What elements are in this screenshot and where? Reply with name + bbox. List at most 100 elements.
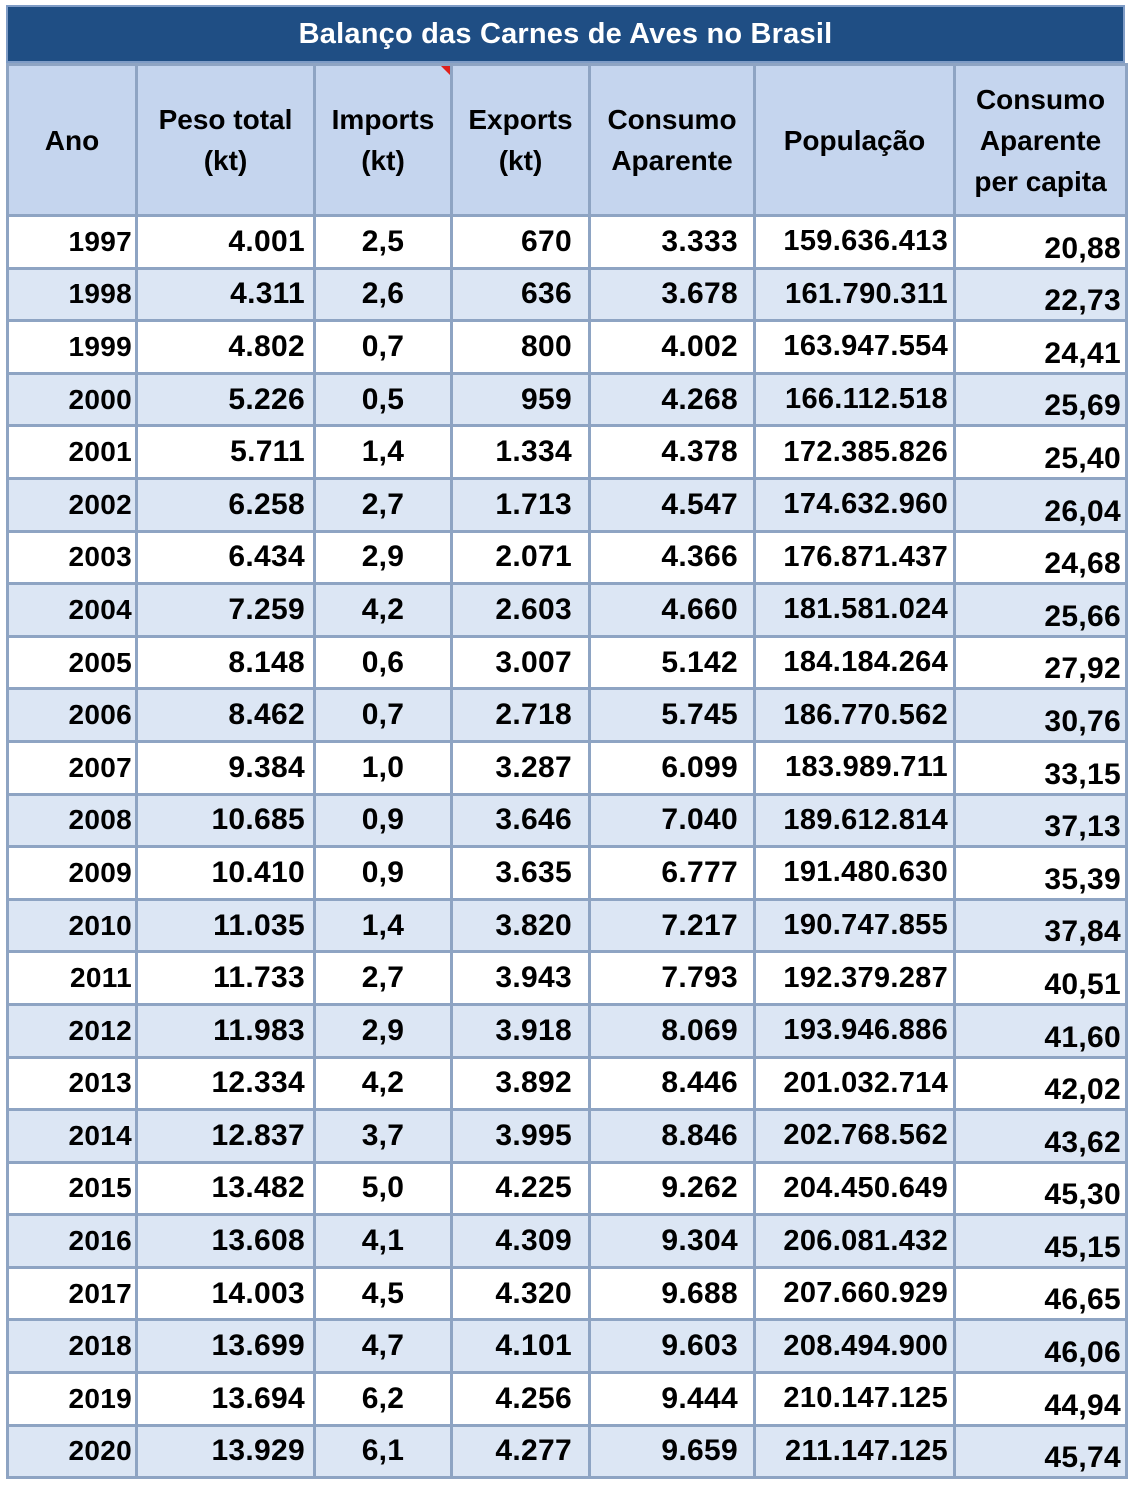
imports-cell[interactable]: 1,4 [313, 424, 453, 480]
consumo-cell[interactable]: 9.444 [588, 1371, 756, 1427]
consumo-cell[interactable]: 7.793 [588, 950, 756, 1006]
year-cell[interactable]: 2017 [6, 1265, 138, 1322]
exports-cell[interactable]: 636 [450, 266, 591, 323]
consumo-cell[interactable]: 4.268 [588, 371, 756, 428]
consumo-cell[interactable]: 6.099 [588, 739, 756, 796]
per-capita-cell[interactable]: 35,39 [953, 845, 1128, 901]
exports-cell[interactable]: 3.635 [450, 845, 591, 901]
peso-total-cell[interactable]: 13.929 [135, 1423, 316, 1480]
consumo-cell[interactable]: 5.142 [588, 634, 756, 691]
consumo-cell[interactable]: 3.333 [588, 214, 756, 270]
peso-total-cell[interactable]: 8.462 [135, 687, 316, 743]
per-capita-cell[interactable]: 22,73 [953, 266, 1128, 323]
per-capita-cell[interactable]: 24,68 [953, 529, 1128, 586]
populacao-cell[interactable]: 186.770.562 [753, 687, 956, 743]
peso-total-cell[interactable]: 10.685 [135, 792, 316, 849]
imports-cell[interactable]: 3,7 [313, 1108, 453, 1164]
exports-cell[interactable]: 3.943 [450, 950, 591, 1006]
imports-cell[interactable]: 0,9 [313, 792, 453, 849]
exports-cell[interactable]: 2.603 [450, 582, 591, 638]
populacao-cell[interactable]: 174.632.960 [753, 476, 956, 533]
populacao-cell[interactable]: 201.032.714 [753, 1055, 956, 1112]
imports-cell[interactable]: 5,0 [313, 1160, 453, 1217]
peso-total-cell[interactable]: 4.311 [135, 266, 316, 323]
year-cell[interactable]: 2010 [6, 897, 138, 954]
peso-total-cell[interactable]: 12.837 [135, 1108, 316, 1164]
per-capita-cell[interactable]: 25,69 [953, 371, 1128, 428]
peso-total-cell[interactable]: 14.003 [135, 1265, 316, 1322]
populacao-cell[interactable]: 193.946.886 [753, 1002, 956, 1059]
year-cell[interactable]: 1999 [6, 319, 138, 375]
imports-cell[interactable]: 6,1 [313, 1423, 453, 1480]
peso-total-cell[interactable]: 4.802 [135, 319, 316, 375]
consumo-cell[interactable]: 9.688 [588, 1265, 756, 1322]
exports-cell[interactable]: 800 [450, 319, 591, 375]
per-capita-cell[interactable]: 45,74 [953, 1423, 1128, 1480]
exports-cell[interactable]: 4.225 [450, 1160, 591, 1217]
exports-cell[interactable]: 4.277 [450, 1423, 591, 1480]
per-capita-cell[interactable]: 46,65 [953, 1265, 1128, 1322]
imports-cell[interactable]: 1,4 [313, 897, 453, 954]
exports-cell[interactable]: 3.287 [450, 739, 591, 796]
per-capita-cell[interactable]: 43,62 [953, 1108, 1128, 1164]
imports-cell[interactable]: 0,7 [313, 319, 453, 375]
populacao-cell[interactable]: 176.871.437 [753, 529, 956, 586]
exports-cell[interactable]: 3.892 [450, 1055, 591, 1112]
per-capita-cell[interactable]: 45,30 [953, 1160, 1128, 1217]
year-cell[interactable]: 2000 [6, 371, 138, 428]
populacao-cell[interactable]: 161.790.311 [753, 266, 956, 323]
populacao-cell[interactable]: 183.989.711 [753, 739, 956, 796]
populacao-cell[interactable]: 210.147.125 [753, 1371, 956, 1427]
imports-cell[interactable]: 0,6 [313, 634, 453, 691]
year-cell[interactable]: 2020 [6, 1423, 138, 1480]
consumo-cell[interactable]: 8.069 [588, 1002, 756, 1059]
per-capita-cell[interactable]: 20,88 [953, 214, 1128, 270]
exports-cell[interactable]: 1.713 [450, 476, 591, 533]
imports-cell[interactable]: 4,5 [313, 1265, 453, 1322]
exports-cell[interactable]: 4.320 [450, 1265, 591, 1322]
populacao-cell[interactable]: 159.636.413 [753, 214, 956, 270]
imports-cell[interactable]: 2,7 [313, 476, 453, 533]
per-capita-cell[interactable]: 37,84 [953, 897, 1128, 954]
consumo-cell[interactable]: 4.378 [588, 424, 756, 480]
year-cell[interactable]: 2002 [6, 476, 138, 533]
populacao-cell[interactable]: 190.747.855 [753, 897, 956, 954]
imports-cell[interactable]: 4,2 [313, 1055, 453, 1112]
per-capita-cell[interactable]: 46,06 [953, 1318, 1128, 1375]
populacao-cell[interactable]: 184.184.264 [753, 634, 956, 691]
imports-cell[interactable]: 4,1 [313, 1213, 453, 1269]
per-capita-cell[interactable]: 33,15 [953, 739, 1128, 796]
per-capita-cell[interactable]: 45,15 [953, 1213, 1128, 1269]
year-cell[interactable]: 2005 [6, 634, 138, 691]
populacao-cell[interactable]: 166.112.518 [753, 371, 956, 428]
exports-cell[interactable]: 2.071 [450, 529, 591, 586]
imports-cell[interactable]: 2,9 [313, 529, 453, 586]
per-capita-cell[interactable]: 37,13 [953, 792, 1128, 849]
exports-cell[interactable]: 4.256 [450, 1371, 591, 1427]
peso-total-cell[interactable]: 13.694 [135, 1371, 316, 1427]
exports-cell[interactable]: 1.334 [450, 424, 591, 480]
year-cell[interactable]: 1997 [6, 214, 138, 270]
peso-total-cell[interactable]: 13.608 [135, 1213, 316, 1269]
consumo-cell[interactable]: 4.366 [588, 529, 756, 586]
imports-cell[interactable]: 6,2 [313, 1371, 453, 1427]
year-cell[interactable]: 2006 [6, 687, 138, 743]
year-cell[interactable]: 2013 [6, 1055, 138, 1112]
year-cell[interactable]: 2003 [6, 529, 138, 586]
peso-total-cell[interactable]: 11.733 [135, 950, 316, 1006]
year-cell[interactable]: 2009 [6, 845, 138, 901]
peso-total-cell[interactable]: 7.259 [135, 582, 316, 638]
populacao-cell[interactable]: 206.081.432 [753, 1213, 956, 1269]
imports-cell[interactable]: 0,7 [313, 687, 453, 743]
peso-total-cell[interactable]: 13.482 [135, 1160, 316, 1217]
consumo-cell[interactable]: 7.217 [588, 897, 756, 954]
imports-cell[interactable]: 4,7 [313, 1318, 453, 1375]
exports-cell[interactable]: 3.995 [450, 1108, 591, 1164]
populacao-cell[interactable]: 172.385.826 [753, 424, 956, 480]
populacao-cell[interactable]: 208.494.900 [753, 1318, 956, 1375]
imports-cell[interactable]: 1,0 [313, 739, 453, 796]
peso-total-cell[interactable]: 4.001 [135, 214, 316, 270]
peso-total-cell[interactable]: 5.226 [135, 371, 316, 428]
exports-cell[interactable]: 4.309 [450, 1213, 591, 1269]
populacao-cell[interactable]: 204.450.649 [753, 1160, 956, 1217]
